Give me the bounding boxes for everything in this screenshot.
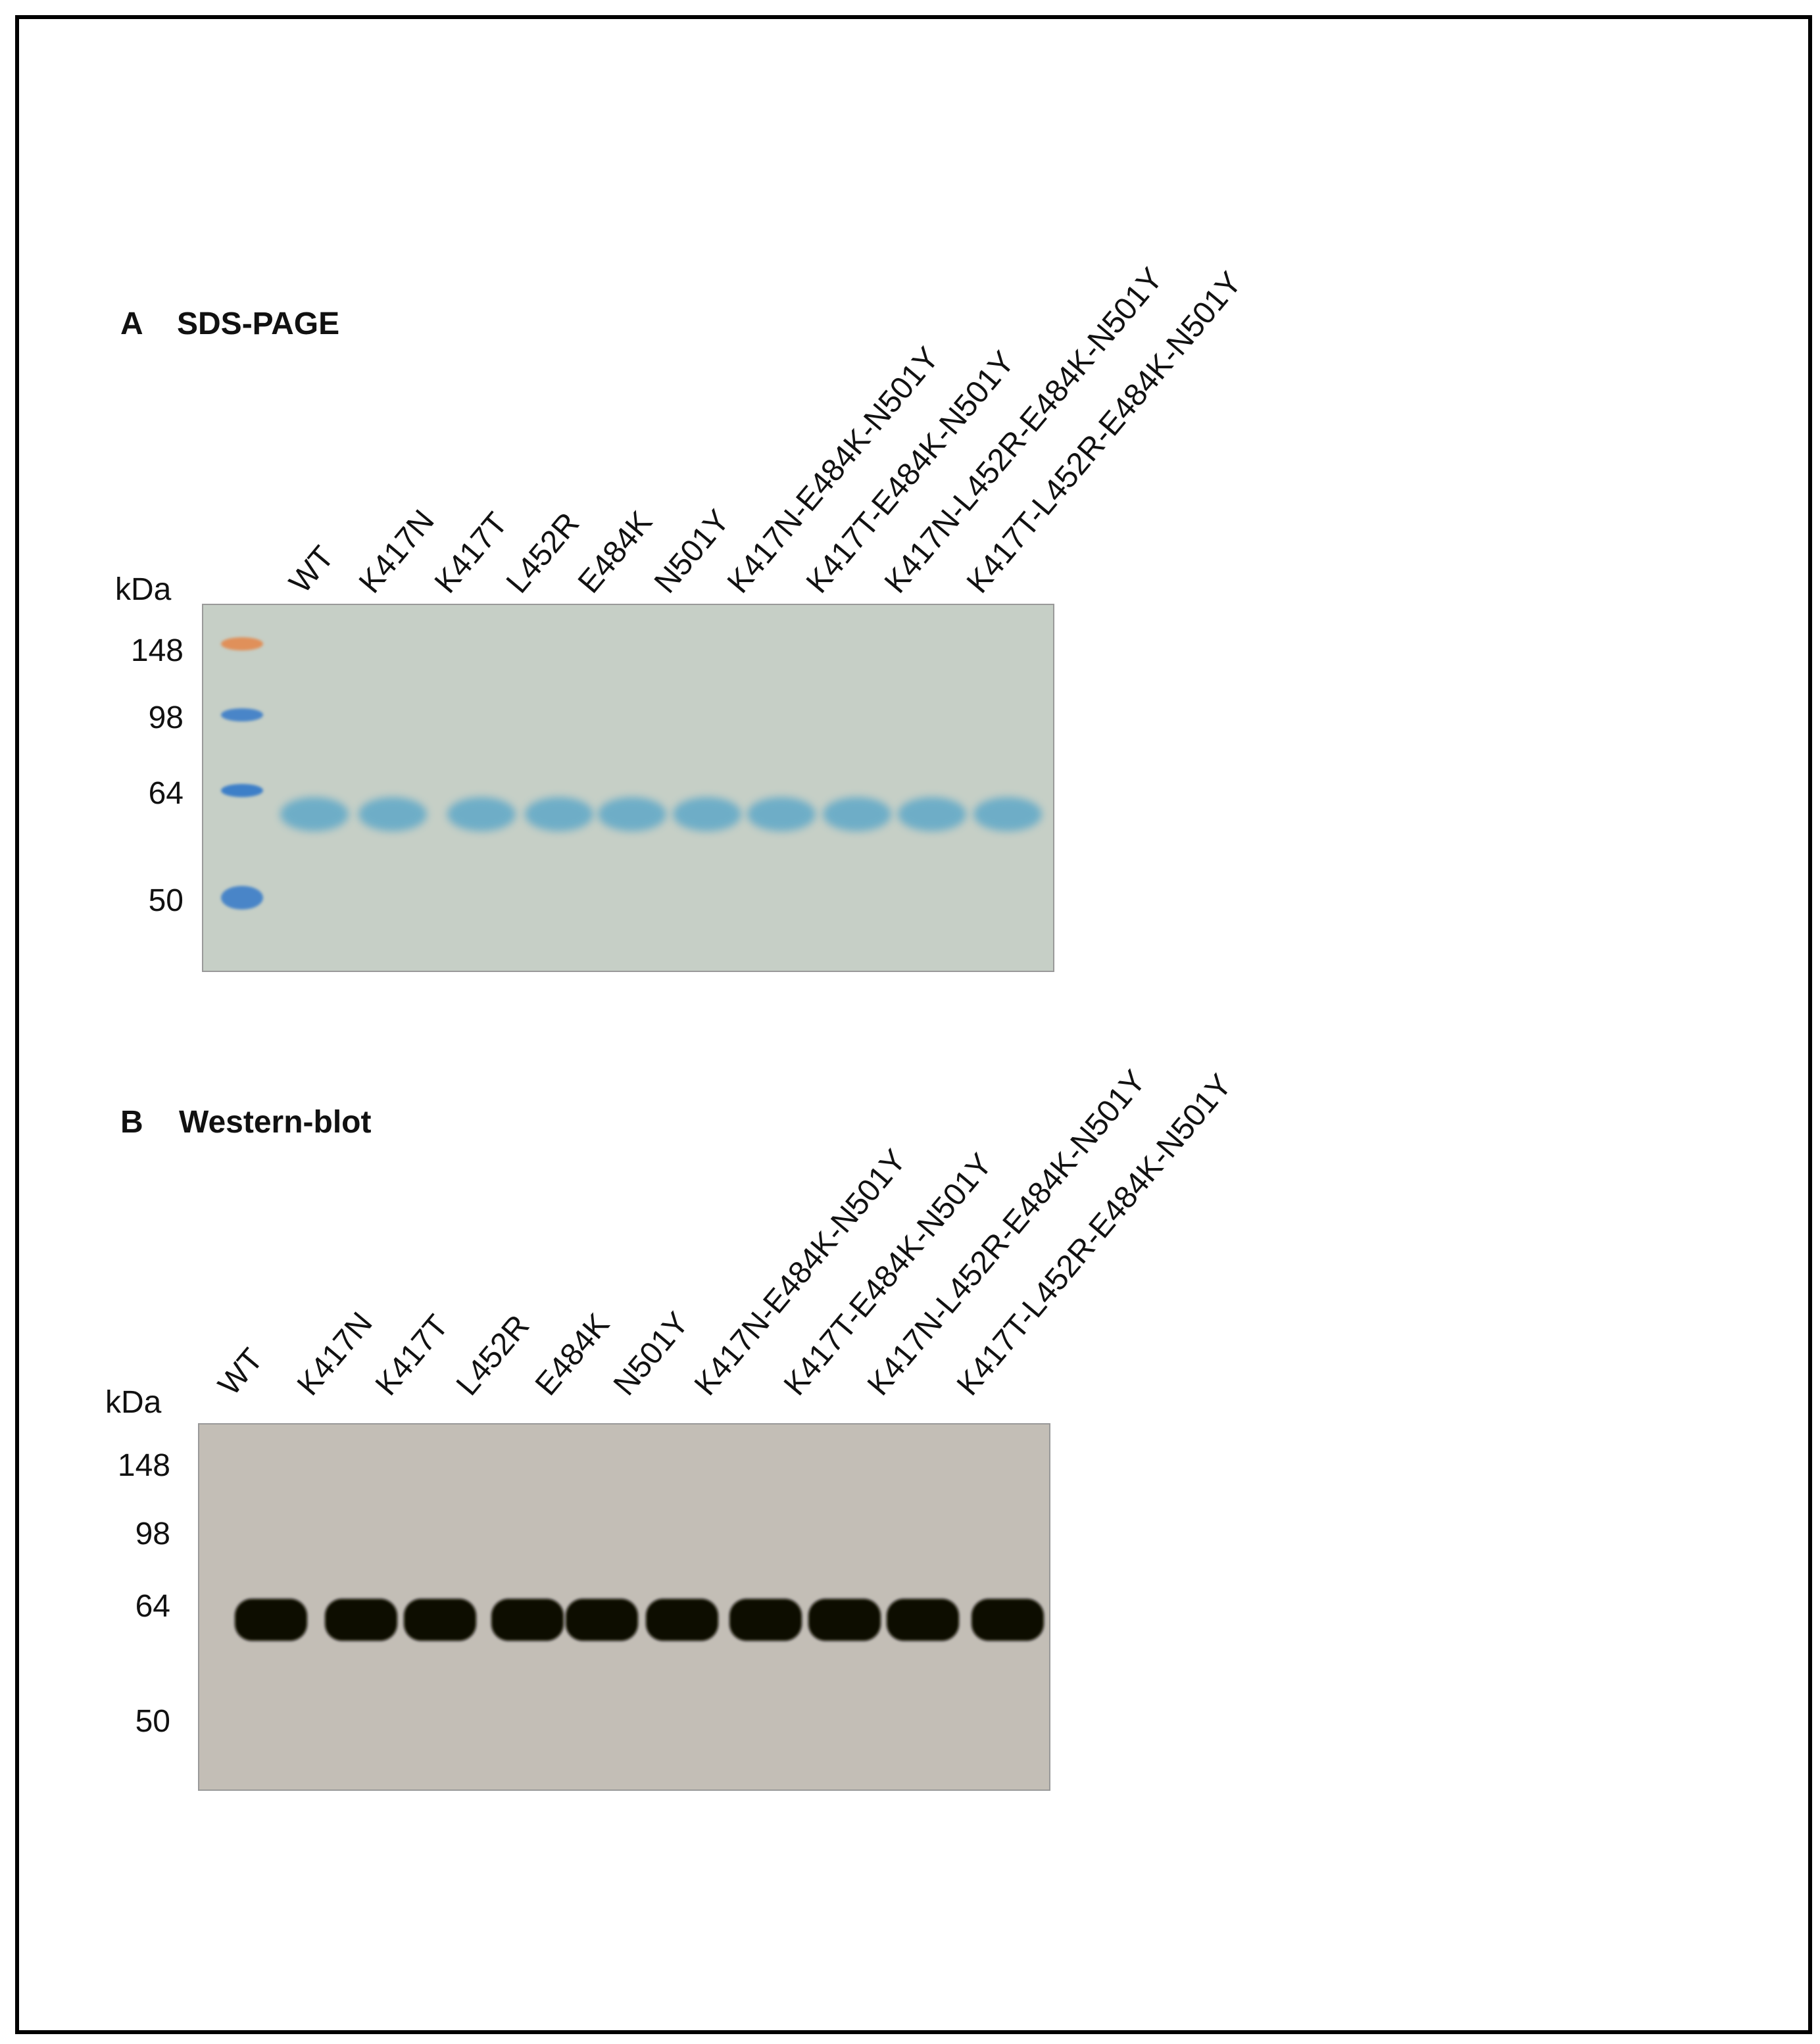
marker-label: 148	[131, 633, 184, 668]
protein-band	[646, 1599, 718, 1641]
protein-band	[325, 1599, 397, 1641]
protein-band	[673, 797, 741, 831]
ladder-band	[221, 784, 263, 797]
lane-label: WT	[283, 540, 341, 600]
marker-label: 50	[135, 1704, 170, 1739]
panel-title: Western-blot	[179, 1105, 371, 1140]
frame	[15, 15, 1812, 2034]
lane-label: E484K	[572, 505, 659, 600]
marker-label: 98	[149, 700, 184, 735]
lane-label: WT	[212, 1342, 270, 1402]
protein-band	[898, 797, 966, 831]
protein-band	[525, 797, 593, 831]
lane-label: K417N	[353, 504, 441, 600]
protein-band	[973, 797, 1042, 831]
gel	[202, 604, 1054, 972]
lane-label: L452R	[500, 506, 587, 600]
protein-band	[598, 797, 666, 831]
protein-band	[491, 1599, 564, 1641]
protein-band	[823, 797, 891, 831]
protein-band	[280, 797, 349, 831]
marker-label: 148	[118, 1448, 170, 1483]
protein-band	[447, 797, 516, 831]
ladder-band	[221, 708, 263, 721]
lane-label: K417T	[428, 506, 515, 600]
protein-band	[747, 797, 816, 831]
panel-letter: B	[120, 1105, 143, 1140]
lane-label: K417T	[369, 1309, 456, 1402]
lane-label: L452R	[450, 1309, 537, 1402]
marker-label: 50	[149, 883, 184, 918]
ladder-band	[221, 886, 263, 910]
unit-label: kDa	[115, 572, 172, 607]
protein-band	[404, 1599, 476, 1641]
bands	[221, 637, 1044, 1641]
unit-label: kDa	[105, 1385, 162, 1420]
lane-label: K417N	[291, 1306, 380, 1402]
protein-band	[729, 1599, 802, 1641]
protein-band	[971, 1599, 1044, 1641]
protein-band	[887, 1599, 959, 1641]
lane-label: E484K	[529, 1307, 616, 1402]
marker-label: 64	[135, 1589, 170, 1624]
protein-band	[566, 1599, 638, 1641]
protein-band	[808, 1599, 881, 1641]
lane-label: N501Y	[648, 504, 737, 600]
lane-label: N501Y	[607, 1306, 696, 1402]
protein-band	[358, 797, 427, 831]
ladder-band	[221, 637, 263, 650]
marker-label: 64	[149, 776, 184, 811]
panel-title: SDS-PAGE	[177, 306, 339, 341]
protein-band	[235, 1599, 307, 1641]
panel-letter: A	[120, 306, 143, 341]
marker-label: 98	[135, 1517, 170, 1551]
